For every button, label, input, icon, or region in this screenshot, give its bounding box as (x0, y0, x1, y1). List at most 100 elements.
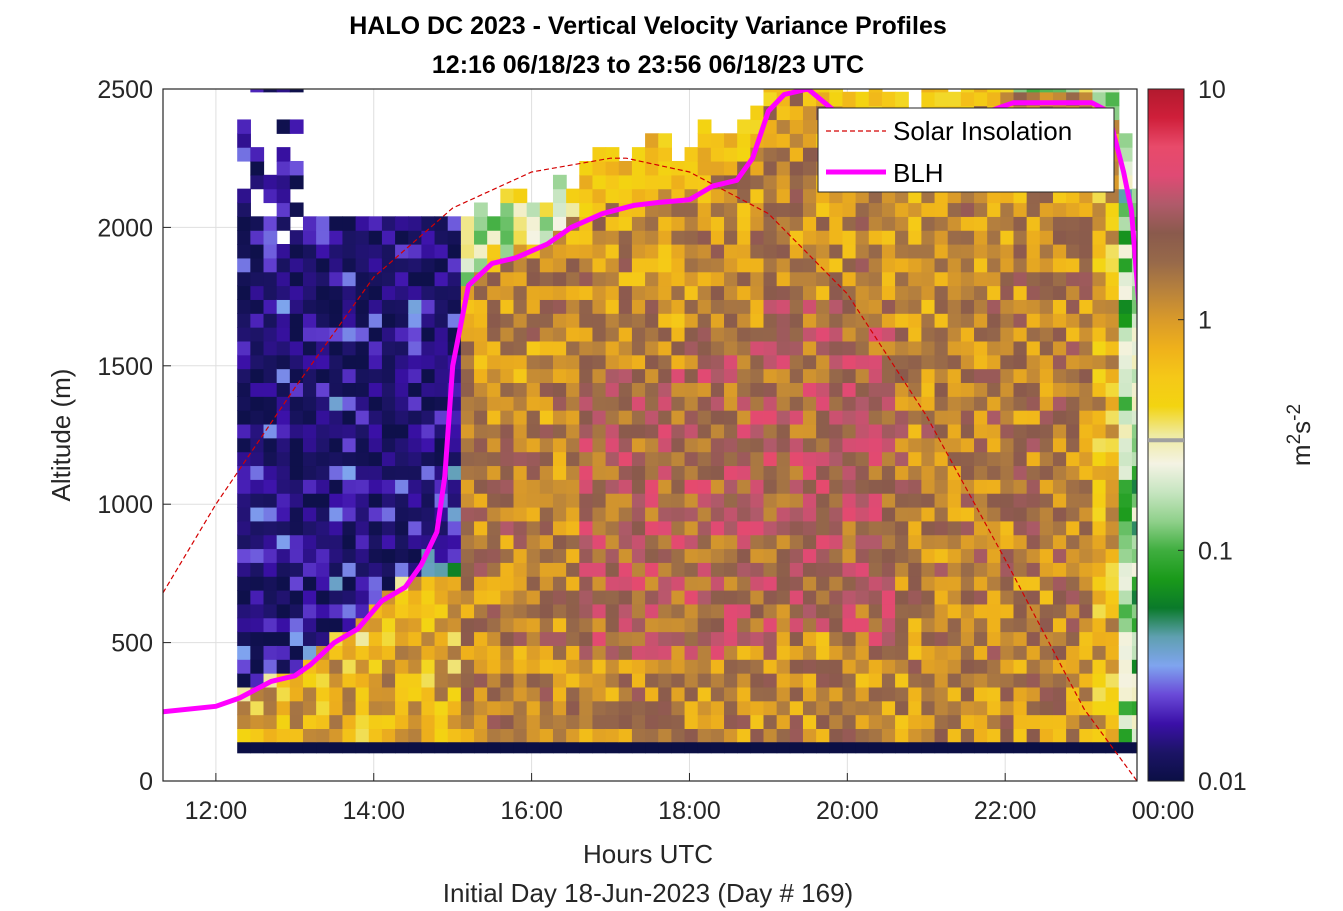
heatmap-cell (645, 244, 659, 259)
heatmap-cell (645, 686, 659, 702)
heatmap-cell (592, 493, 607, 508)
heatmap-cell (658, 686, 672, 702)
heatmap-cell (460, 728, 475, 743)
heatmap-cell (460, 479, 475, 494)
heatmap-cell (289, 230, 304, 245)
heatmap-cell (552, 340, 567, 356)
heatmap-cell (1052, 202, 1067, 217)
heatmap-cell (421, 714, 436, 730)
heatmap-cell (1013, 354, 1028, 370)
heatmap-cell (592, 382, 607, 397)
heatmap-cell (802, 617, 817, 633)
heatmap-cell (1066, 202, 1080, 217)
heatmap-cell (474, 354, 488, 370)
heatmap-cell (592, 437, 607, 453)
heatmap-cell (658, 631, 672, 646)
heatmap-cell (737, 340, 751, 356)
heatmap-cell (434, 244, 449, 259)
heatmap-cell (329, 590, 344, 605)
heatmap-cell (776, 576, 791, 591)
heatmap-cell (724, 285, 738, 300)
heatmap-cell (868, 230, 883, 245)
heatmap-cell (881, 590, 896, 605)
heatmap-cell (895, 423, 909, 439)
heatmap-cell (776, 285, 791, 300)
x-axis: 12:00 14:00 16:00 18:00 20:00 22:00 00:00 (185, 773, 1194, 825)
heatmap-cell (368, 534, 383, 550)
heatmap-cell (908, 327, 922, 342)
heatmap-cell (868, 257, 883, 273)
heatmap-cell (763, 506, 778, 522)
heatmap-cell (842, 520, 857, 536)
heatmap-cell (1013, 534, 1028, 550)
heatmap-cell (921, 576, 936, 591)
heatmap-cell (1118, 479, 1133, 494)
heatmap-cell (921, 396, 936, 411)
heatmap-cell (816, 271, 830, 287)
heatmap-cell (658, 534, 672, 550)
heatmap-cell (855, 506, 870, 522)
heatmap-cell (1000, 451, 1015, 467)
heatmap-cell (513, 257, 528, 273)
heatmap-cell (566, 271, 580, 287)
heatmap-cell (1079, 382, 1094, 397)
heatmap-cell (408, 520, 423, 536)
heatmap-cell (539, 396, 554, 411)
heatmap-ground-cell (1092, 742, 1107, 754)
heatmap-cell (434, 659, 449, 674)
heatmap-cell (658, 147, 672, 162)
heatmap-cell (868, 659, 883, 674)
heatmap-cell (421, 603, 436, 619)
heatmap-cell (829, 686, 844, 702)
heatmap-cell (658, 216, 672, 231)
heatmap-cell (1066, 423, 1080, 439)
heatmap-cell (1000, 89, 1015, 93)
heatmap-cell (710, 396, 725, 411)
heatmap-cell (474, 423, 488, 439)
heatmap-cell (250, 285, 265, 300)
heatmap-cell (855, 91, 870, 107)
colorbar-tick-label: 0.1 (1198, 537, 1233, 565)
heatmap-cell (816, 534, 830, 550)
heatmap-cell (776, 506, 791, 522)
heatmap-cell (487, 673, 501, 688)
heatmap-cell (302, 354, 317, 370)
heatmap-cell (276, 340, 291, 356)
heatmap-cell (329, 340, 344, 356)
heatmap-cell (724, 216, 738, 231)
heatmap-cell (974, 327, 988, 342)
heatmap-cell (302, 603, 317, 619)
heatmap-cell (960, 216, 975, 231)
heatmap-cell (1092, 313, 1107, 328)
heatmap-cell (737, 465, 751, 480)
heatmap-cell (789, 479, 804, 494)
heatmap-cell (842, 91, 857, 107)
heatmap-cell (500, 216, 515, 231)
heatmap-cell (724, 368, 738, 384)
heatmap-cell (474, 313, 488, 328)
heatmap-cell (276, 590, 291, 605)
heatmap-cell (1052, 645, 1067, 660)
heatmap-cell (302, 493, 317, 508)
heatmap-cell (1079, 327, 1094, 342)
heatmap-cell (316, 382, 330, 397)
heatmap-cell (724, 410, 738, 425)
heatmap-cell (921, 659, 936, 674)
heatmap-cell (355, 244, 370, 259)
heatmap-cell (631, 673, 646, 688)
heatmap-cell (855, 631, 870, 646)
heatmap-cell (789, 91, 804, 107)
heatmap-cell (868, 410, 883, 425)
heatmap-cell (802, 714, 817, 730)
heatmap-cell (1131, 493, 1137, 508)
heatmap-cell (592, 216, 607, 231)
heatmap-cell (724, 354, 738, 370)
heatmap-cell (658, 520, 672, 536)
heatmap-cell (671, 631, 686, 646)
heatmap-cell (763, 576, 778, 591)
heatmap-ground-cell (802, 742, 817, 754)
heatmap-cell (1000, 520, 1015, 536)
heatmap-ground-cell (816, 742, 830, 754)
heatmap-cell (381, 230, 396, 245)
heatmap-cell (710, 506, 725, 522)
